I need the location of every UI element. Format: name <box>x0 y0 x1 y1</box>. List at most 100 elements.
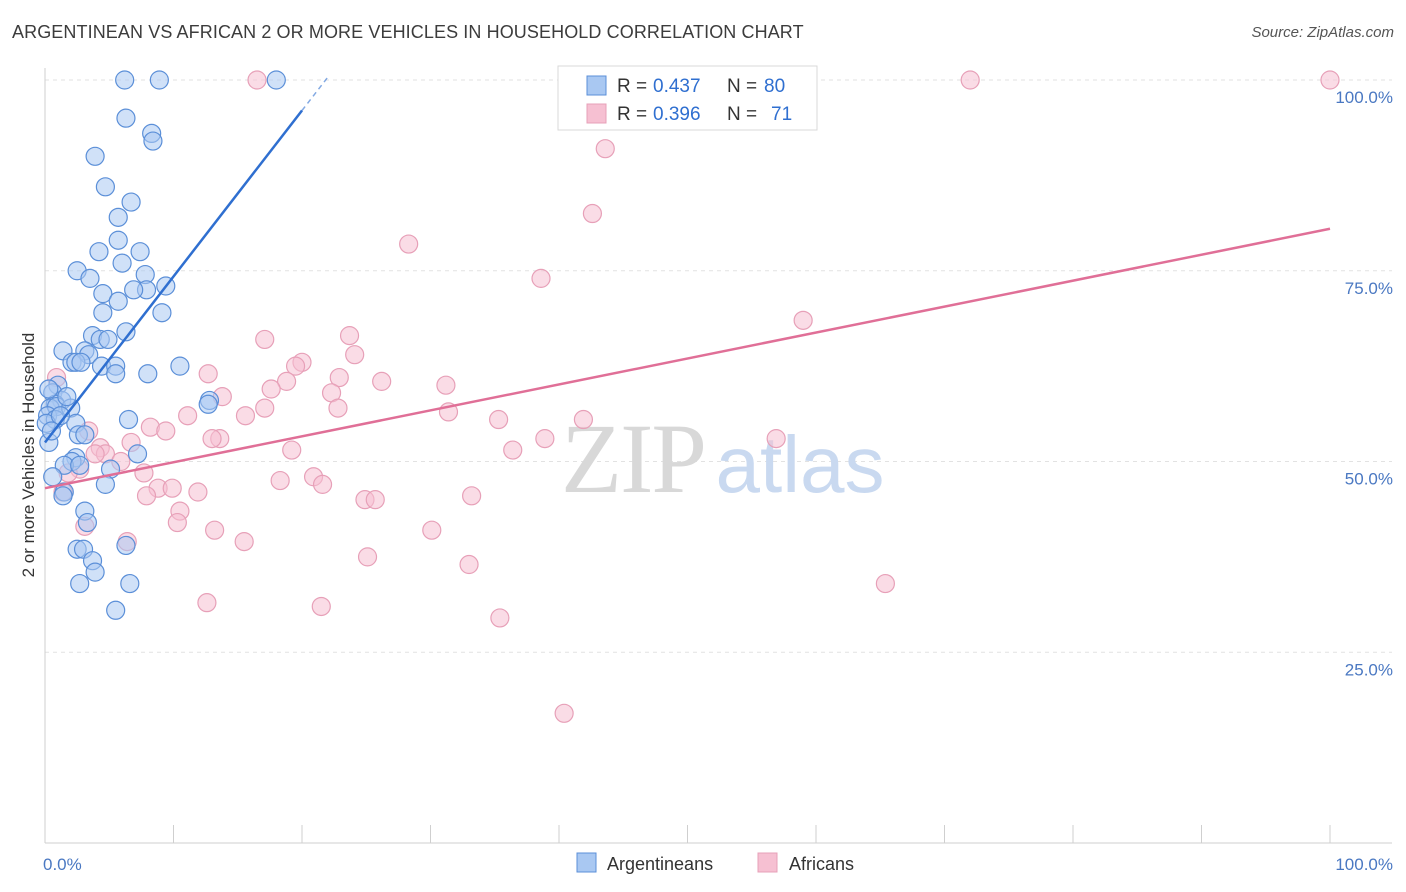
africans-point-42 <box>270 470 290 491</box>
africans-point-54 <box>167 512 187 533</box>
africans-point-33 <box>282 440 302 460</box>
africans-point-12 <box>285 356 306 376</box>
legend-r-label-argentineans: R = <box>617 76 647 97</box>
axes <box>44 68 1392 844</box>
argentineans-point-11 <box>89 242 109 262</box>
africans-point-32 <box>503 440 523 460</box>
argentineans-point-19 <box>124 280 144 300</box>
legend-r-value-africans: 0.396 <box>653 104 701 125</box>
argentineans-point-5 <box>143 131 163 151</box>
argentineans-point-54 <box>127 444 148 464</box>
africans-point-14 <box>329 367 349 388</box>
africans-point-57 <box>422 520 442 540</box>
argentineans-point-16 <box>80 268 100 288</box>
watermark: ZIP atlas <box>561 403 884 514</box>
africans-point-4 <box>582 203 603 224</box>
series-swatch-argentineans <box>576 852 597 873</box>
africans-point-48 <box>136 486 157 506</box>
argentineans-point-0 <box>115 70 135 90</box>
africans-point-61 <box>459 554 479 575</box>
legend-r-value-argentineans: 0.437 <box>653 76 701 97</box>
argentineans-point-2 <box>266 70 286 90</box>
africans-point-2 <box>1320 70 1340 90</box>
africans-point-66 <box>554 703 574 723</box>
africans-point-31 <box>202 429 222 449</box>
africans-points <box>46 70 1340 723</box>
correlation-legend: R = 0.437 N = 80 R = 0.396 N = 71 <box>557 65 818 131</box>
y-tick-label-75: 75.0% <box>1345 279 1393 298</box>
trendlines <box>44 76 1331 490</box>
africans-point-50 <box>365 490 385 510</box>
africans-point-8 <box>339 326 360 346</box>
argentineans-point-75 <box>50 406 71 426</box>
africans-point-0 <box>247 70 267 90</box>
africans-point-24 <box>178 406 198 426</box>
series-label-africans: Africans <box>789 854 854 874</box>
argentineans-point-21 <box>108 291 128 311</box>
y-axis-label: 2 or more Vehicles in Household <box>19 333 38 578</box>
argentineans-point-6 <box>85 146 105 166</box>
africans-point-44 <box>312 474 333 494</box>
africans-point-28 <box>156 421 176 441</box>
watermark-atlas: atlas <box>716 420 885 509</box>
argentineans-point-22 <box>93 303 113 323</box>
africans-point-38 <box>85 444 105 464</box>
africans-point-25 <box>489 409 509 430</box>
africans-point-15 <box>372 371 392 391</box>
africans-point-69 <box>535 429 555 449</box>
argentineans-trendline <box>44 109 303 444</box>
series-legend: Argentineans Africans <box>576 852 854 874</box>
africans-point-17 <box>436 375 456 395</box>
africans-point-47 <box>188 482 208 502</box>
africans-point-58 <box>234 532 254 552</box>
africans-point-16 <box>276 371 297 391</box>
africans-point-60 <box>357 547 378 567</box>
legend-n-value-africans: 71 <box>771 104 792 125</box>
x-tick-label-100: 100.0% <box>1335 855 1393 874</box>
argentineans-point-10 <box>108 230 128 250</box>
argentineans-point-60 <box>43 467 63 487</box>
argentineans-point-52 <box>75 425 95 445</box>
legend-swatch-argentineans <box>586 75 607 96</box>
argentineans-point-70 <box>85 562 105 582</box>
argentineans-point-9 <box>108 207 128 227</box>
gridlines <box>45 79 1392 653</box>
africans-point-67 <box>766 429 786 449</box>
argentineans-point-12 <box>130 242 150 262</box>
legend-n-label-argentineans: N = <box>727 76 757 97</box>
y-tick-label-100: 100.0% <box>1335 88 1393 107</box>
africans-point-5 <box>399 234 419 254</box>
x-tick-label-0: 0.0% <box>43 855 82 874</box>
africans-point-63 <box>197 593 217 613</box>
argentineans-point-71 <box>70 573 90 594</box>
argentineans-point-35 <box>170 356 190 376</box>
argentineans-point-79 <box>71 352 91 372</box>
africans-point-9 <box>255 329 275 350</box>
argentineans-point-58 <box>70 455 90 475</box>
argentineans-point-65 <box>77 512 98 533</box>
argentineans-point-72 <box>120 573 140 594</box>
africans-point-26 <box>573 409 594 430</box>
africans-point-68 <box>328 398 348 418</box>
legend-n-value-argentineans: 80 <box>764 76 785 97</box>
africans-point-51 <box>462 486 482 506</box>
africans-point-18 <box>261 379 281 399</box>
argentineans-point-7 <box>95 177 115 197</box>
argentineans-point-8 <box>121 192 141 212</box>
y-tick-label-50: 50.0% <box>1345 470 1393 489</box>
argentineans-point-3 <box>116 108 136 128</box>
africans-point-64 <box>311 596 331 617</box>
argentineans-point-44 <box>198 394 218 414</box>
argentineans-point-77 <box>57 387 77 407</box>
argentineans-point-1 <box>149 70 169 90</box>
africans-point-10 <box>345 345 365 365</box>
africans-point-6 <box>531 268 551 288</box>
series-swatch-africans <box>757 852 778 873</box>
argentineans-point-13 <box>112 253 132 273</box>
argentineans-trendline-extension <box>301 76 329 111</box>
legend-swatch-africans <box>586 103 607 124</box>
series-label-argentineans: Argentineans <box>607 854 713 874</box>
y-tick-label-25: 25.0% <box>1345 660 1393 679</box>
africans-point-21 <box>255 398 275 418</box>
